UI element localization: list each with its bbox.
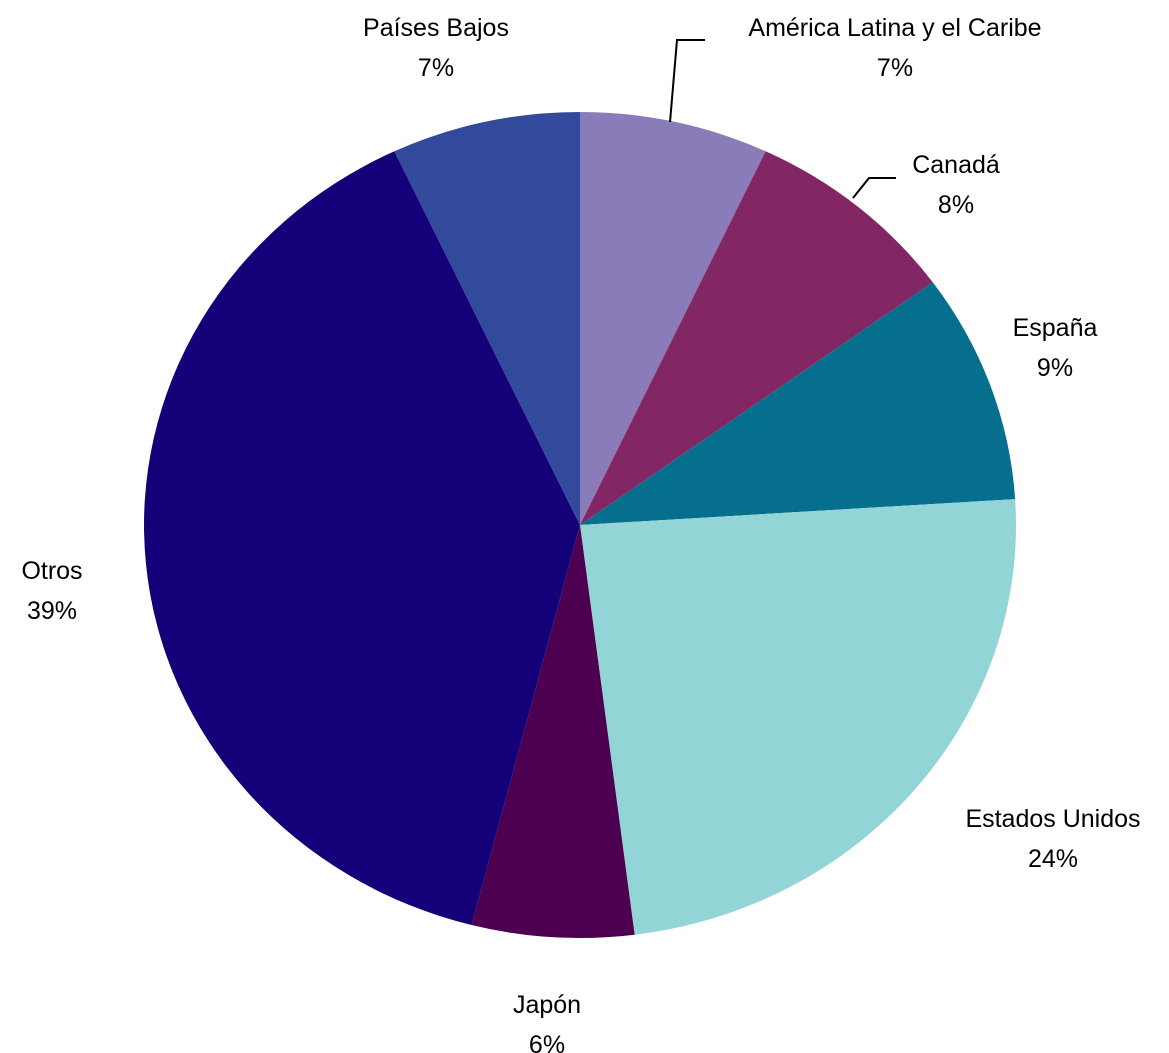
slice-label-name: Estados Unidos <box>965 805 1140 833</box>
pie-slice-españa <box>580 282 1016 525</box>
pie-slice-canadá <box>580 151 933 525</box>
slice-label-value: 7% <box>877 54 913 82</box>
slice-label-name: América Latina y el Caribe <box>748 14 1041 42</box>
slice-label-name: Japón <box>513 991 581 1019</box>
pie-slice-japón <box>471 525 635 938</box>
slice-label-value: 7% <box>418 54 454 82</box>
pie-slice-otros <box>144 151 580 926</box>
slice-label-name: Canadá <box>912 151 1000 179</box>
slice-label-value: 6% <box>529 1031 565 1053</box>
slice-label-value: 9% <box>1037 354 1073 382</box>
leader-lines <box>669 39 896 199</box>
slice-label-name: Países Bajos <box>363 14 509 42</box>
slice-label-value: 8% <box>938 191 974 219</box>
slice-label-name: Otros <box>21 557 82 585</box>
pie-slice-países-bajos <box>394 112 580 525</box>
slice-label-value: 24% <box>1028 845 1078 873</box>
pie-slice-américa-latina-y-el-caribe <box>580 112 766 525</box>
leader-line <box>669 39 705 123</box>
slice-labels: América Latina y el Caribe 7% Canadá 8% Espa… <box>21 14 1140 1053</box>
leader-line <box>852 177 896 199</box>
pie-slices <box>144 112 1016 938</box>
slice-label-name: España <box>1013 314 1098 342</box>
pie-slice-estados-unidos <box>580 499 1016 935</box>
slice-label-value: 39% <box>27 597 77 625</box>
